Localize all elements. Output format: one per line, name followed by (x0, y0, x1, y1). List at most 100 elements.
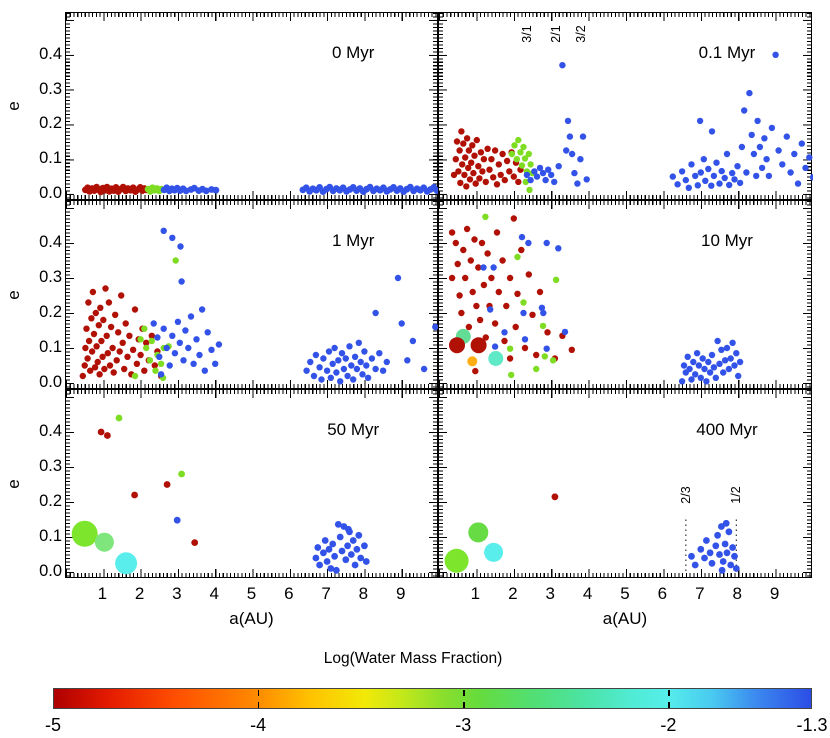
scatter-points-layer (444, 493, 740, 574)
data-point-belt-intermediate (146, 357, 154, 364)
data-point-inner-dry (454, 260, 461, 268)
x-axis-tick-label: 2 (134, 584, 145, 603)
data-point-outer-wet (346, 528, 353, 536)
data-point-outer-wet (347, 551, 355, 558)
data-point-belt-wet (539, 169, 547, 177)
data-point-belt-intermediate (520, 143, 527, 151)
data-point-outer-wet (372, 365, 379, 373)
data-point-outer-wet (708, 559, 716, 567)
data-point-inner-dry (488, 156, 495, 163)
data-point-inner-dry (95, 322, 102, 329)
data-point-outer-wet (351, 561, 359, 569)
data-point-belt-wet (176, 339, 183, 346)
data-point-outer-wet (729, 544, 736, 551)
data-point-inner-dry (506, 168, 513, 175)
data-point-inner-dry (118, 292, 125, 299)
data-point-inner-dry (486, 166, 493, 173)
data-point-belt-wet (555, 163, 562, 170)
data-point-inner-dry (456, 292, 463, 299)
data-point-outer-wet (719, 558, 727, 565)
data-point-outer-wet (714, 531, 721, 539)
data-point-belt-wet (540, 309, 547, 317)
data-point-belt-intermediate (508, 150, 516, 158)
data-point-inner-dry (467, 257, 474, 264)
data-point-inner-dry (97, 304, 104, 311)
data-point-outer-wet (323, 558, 331, 565)
data-point-outer-wet (718, 566, 726, 574)
data-point-outer-wet (746, 89, 753, 97)
data-point-outer-wet (337, 378, 344, 385)
data-point-inner-dry (475, 163, 482, 170)
data-point-outer-wet (701, 554, 708, 562)
data-point-outer-wet (729, 339, 736, 346)
data-point-outer-wet (714, 337, 721, 345)
resonance-label: 3/1 (520, 25, 535, 43)
data-point-inner-dry (100, 316, 107, 324)
data-point-outer-wet (727, 561, 735, 569)
panel-time-label: 50 Myr (327, 420, 380, 439)
data-point-outer-wet (787, 169, 794, 176)
data-point-belt-wet (193, 336, 200, 343)
data-point-belt-wet (198, 306, 206, 313)
data-point-inner-dry (115, 329, 122, 336)
data-point-belt-wet (542, 176, 549, 184)
resonance-label: 1/2 (729, 486, 744, 504)
data-point-outer-wet (361, 542, 368, 550)
data-point-belt-intermediate (511, 142, 518, 149)
y-axis-tick-label: 0.1 (39, 149, 62, 168)
data-point-outer-wet (705, 165, 712, 173)
data-point-inner-dry (151, 362, 158, 369)
data-point-inner-dry (529, 311, 536, 318)
data-point-outer-wet (368, 355, 376, 362)
data-point-outer-wet (761, 135, 768, 142)
data-point-inner-dry (99, 353, 106, 360)
data-point-belt-wet (171, 350, 179, 357)
colorbar-tick-label: -5 (44, 715, 62, 735)
data-point-belt-wet (156, 353, 163, 360)
data-point-belt-wet (559, 62, 566, 69)
data-point-belt-intermediate (514, 253, 521, 261)
data-point-inner-dry (469, 288, 476, 296)
y-axis-tick-label: 0.1 (39, 527, 62, 545)
data-point-inner-dry (109, 344, 116, 352)
data-point-belt-intermediate (152, 367, 159, 374)
data-point-inner-dry (463, 135, 471, 142)
data-point-inner-dry (91, 364, 99, 371)
data-point-inner-dry (88, 315, 95, 322)
data-point-planet-yellow-green (71, 520, 98, 547)
data-point-inner-dry (463, 183, 470, 190)
data-point-outer-wet (342, 556, 350, 564)
data-point-inner-dry (93, 343, 100, 350)
data-point-inner-dry (112, 311, 119, 318)
data-point-belt-wet (523, 171, 531, 179)
data-point-inner-dry (453, 138, 461, 145)
data-point-planet-green (468, 522, 489, 543)
data-point-inner-dry (461, 171, 468, 179)
data-point-inner-dry (104, 350, 111, 357)
data-point-inner-dry (499, 150, 506, 158)
colorbar-tick-label: -3 (455, 715, 472, 735)
y-axis-tick-label: 0.0 (39, 373, 62, 391)
y-axis-tick-label: 0.4 (39, 44, 62, 63)
data-point-inner-dry (129, 346, 137, 353)
data-point-inner-dry (501, 337, 508, 345)
data-point-belt-intermediate (522, 178, 529, 186)
data-point-inner-dry (521, 344, 529, 352)
data-point-outer-wet (725, 528, 733, 536)
x-axis-tick-label: 7 (695, 584, 705, 603)
data-point-inner-dry (533, 351, 540, 359)
data-point-outer-wet (736, 358, 744, 366)
data-point-belt-intermediate (517, 149, 524, 156)
y-axis-tick-label: 0.2 (39, 492, 62, 510)
data-point-outer-wet (712, 374, 719, 381)
data-point-outer-wet (314, 544, 322, 551)
panel-10-myr: 10 Myr (438, 200, 812, 389)
data-point-inner-dry (457, 179, 464, 187)
data-point-inner-dry (121, 365, 128, 373)
data-point-belt-intermediate (178, 470, 185, 478)
data-point-belt-wet (196, 351, 203, 359)
data-point-belt-intermediate (549, 357, 557, 364)
data-point-inner-dry (459, 161, 466, 168)
data-point-inner-dry (470, 169, 477, 177)
data-point-inner-dry (471, 152, 478, 159)
